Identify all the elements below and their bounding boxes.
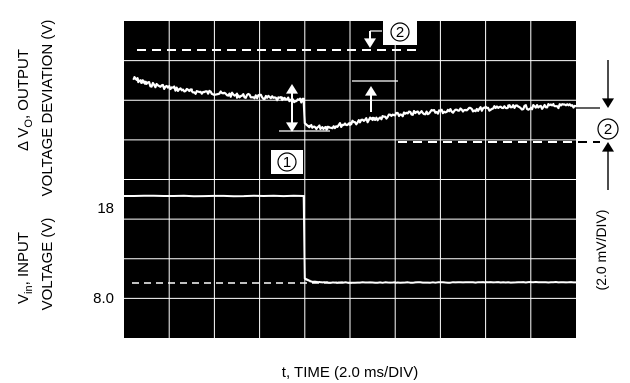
annotation-marker-2-right-label: 2 (604, 121, 612, 138)
arrow-head-drop-up (365, 86, 377, 96)
arrow-head-right-top (602, 98, 614, 108)
upper-y-axis-label: Δ VO, OUTPUT (15, 49, 35, 151)
annotation-marker-1-label: 1 (283, 154, 291, 171)
series-output-deviation (132, 76, 577, 131)
lower-y-label-line1: Vin, INPUT (15, 232, 35, 304)
arrow-head-marker-2-top (364, 38, 376, 48)
annotation-marker-2-right: 2 (597, 118, 619, 140)
upper-y-axis-label-2: VOLTAGE DEVIATION (V) (39, 20, 56, 197)
scale-label: (2.0 mV/DIV) (593, 210, 609, 291)
annotation-marker-2-top: 2 (383, 21, 417, 45)
arrow-head-marker-1-up (286, 84, 298, 94)
series-input-voltage (124, 194, 576, 284)
lower-y-label-line2: VOLTAGE (V) (39, 218, 56, 311)
scale-label-text: (2.0 mV/DIV) (593, 210, 609, 291)
annotation-marker-1-circle (277, 152, 297, 172)
upper-y-label-line2: VOLTAGE DEVIATION (V) (39, 20, 56, 197)
reference-markers (132, 30, 614, 284)
lower-y-axis-label: Vin, INPUT (15, 232, 35, 304)
y-tick-8: 8.0 (93, 290, 114, 307)
arrow-head-marker-1-down (286, 122, 298, 132)
arrow-head-right-bottom (602, 142, 614, 152)
annotation-marker-1-box (271, 150, 303, 174)
traces (124, 76, 577, 284)
upper-y-label-line1: Δ VO, OUTPUT (15, 49, 35, 151)
y-tick-18: 18 (97, 200, 114, 217)
x-axis-label: t, TIME (2.0 ms/DIV) (282, 364, 418, 381)
annotation-marker-1: 1 (271, 150, 303, 174)
scope-grid (124, 21, 576, 338)
annotation-marker-2-top-circle (390, 22, 410, 42)
lower-y-axis-label-2: VOLTAGE (V) (39, 218, 56, 311)
annotation-marker-2-top-label: 2 (396, 24, 404, 41)
annotation-marker-2-right-circle (597, 118, 619, 140)
